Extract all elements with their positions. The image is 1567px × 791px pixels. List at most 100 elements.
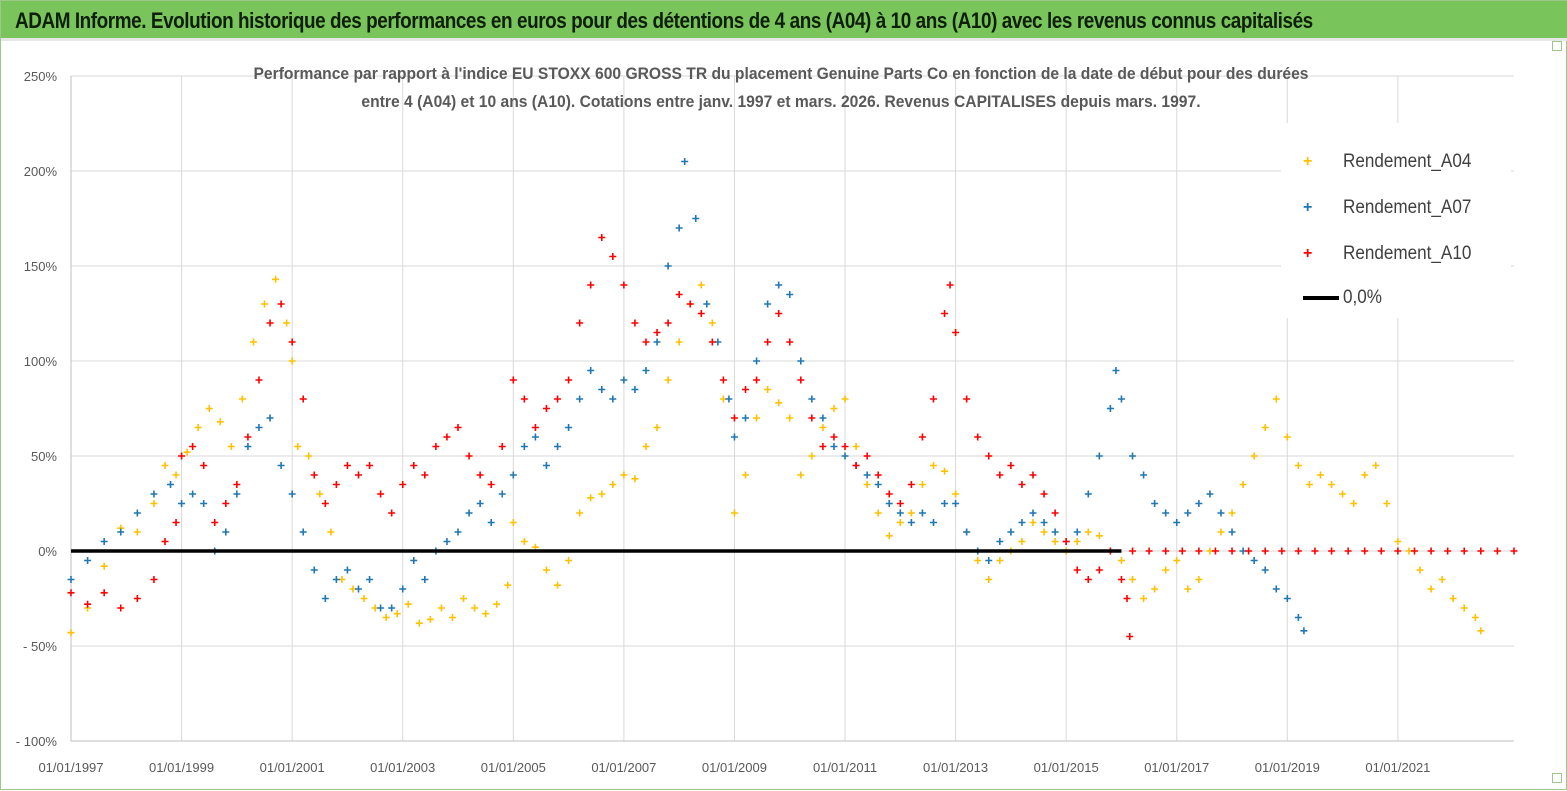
x-tick-label: 01/01/1999 <box>149 760 214 775</box>
x-tick-label: 01/01/2019 <box>1255 760 1320 775</box>
banner-title: ADAM Informe. Evolution historique des p… <box>15 8 1313 33</box>
x-tick-label: 01/01/2005 <box>481 760 546 775</box>
data-point-a10 <box>1228 547 1236 555</box>
data-point-a04 <box>1449 595 1457 602</box>
data-point-a07 <box>576 395 584 403</box>
data-point-a10 <box>554 395 562 403</box>
data-point-a04 <box>504 581 512 589</box>
data-point-a04 <box>1427 585 1435 593</box>
data-point-a07 <box>200 500 208 507</box>
data-point-a07 <box>1173 519 1181 526</box>
data-point-a07 <box>1095 452 1103 460</box>
data-point-a10 <box>476 471 484 479</box>
data-point-a10 <box>1195 547 1203 555</box>
data-point-a10 <box>852 462 860 469</box>
data-point-a10 <box>310 471 318 479</box>
data-point-a10 <box>1178 547 1186 555</box>
data-point-a04 <box>642 443 650 450</box>
data-point-a10 <box>410 462 418 469</box>
data-point-a07 <box>1294 614 1302 621</box>
data-point-a07 <box>786 291 794 298</box>
data-point-a07 <box>874 481 882 488</box>
data-point-a07 <box>255 424 263 431</box>
data-point-a04 <box>587 494 595 502</box>
data-point-a07 <box>598 386 606 393</box>
data-point-a10 <box>1018 481 1026 488</box>
data-point-a07 <box>222 528 230 536</box>
data-point-a04 <box>708 319 716 327</box>
data-point-a07 <box>664 262 672 270</box>
data-point-a10 <box>150 576 158 583</box>
data-point-a10 <box>786 338 794 346</box>
data-point-a04 <box>675 338 683 346</box>
data-point-a07 <box>343 566 351 574</box>
data-point-a10 <box>100 589 108 597</box>
data-point-a04 <box>1305 481 1313 488</box>
data-point-a07 <box>952 500 960 507</box>
data-point-a04 <box>382 614 390 621</box>
data-point-a04 <box>1040 528 1048 536</box>
data-point-a04 <box>565 557 573 564</box>
data-point-a10 <box>200 462 208 469</box>
data-point-a07 <box>498 490 506 498</box>
data-point-a10 <box>653 329 661 336</box>
data-point-a07 <box>542 462 550 469</box>
data-point-a07 <box>703 300 711 308</box>
data-point-a07 <box>321 595 329 602</box>
data-point-a10 <box>399 481 407 488</box>
data-point-a10 <box>1051 509 1059 517</box>
data-point-a07 <box>642 367 650 374</box>
data-point-a07 <box>1018 519 1026 526</box>
data-point-a04 <box>1261 424 1269 431</box>
data-point-a04 <box>664 376 672 384</box>
data-point-a04 <box>482 610 490 618</box>
data-point-a07 <box>178 500 186 507</box>
data-point-a10 <box>841 443 849 450</box>
data-point-a10 <box>277 300 285 308</box>
data-point-a04 <box>542 566 550 574</box>
data-point-a10 <box>620 281 628 289</box>
data-point-a07 <box>189 490 197 498</box>
data-point-a07 <box>133 509 141 517</box>
resize-handle-top <box>1552 41 1562 51</box>
data-point-a07 <box>753 357 761 365</box>
data-point-a04 <box>985 576 993 583</box>
data-point-a04 <box>1477 627 1485 635</box>
legend-marker-a04: + <box>1303 153 1313 170</box>
data-point-a04 <box>775 399 783 407</box>
data-point-a07 <box>332 576 340 583</box>
data-point-a10 <box>211 519 219 526</box>
data-point-a04 <box>863 481 871 488</box>
chart-legend: + Rendement_A04 + Rendement_A07 + Rendem… <box>1281 123 1511 318</box>
data-point-a04 <box>448 614 456 621</box>
data-point-a07 <box>620 376 628 384</box>
x-tick-label: 01/01/2017 <box>1144 760 1209 775</box>
data-point-a10 <box>697 310 705 317</box>
data-point-a07 <box>399 585 407 593</box>
data-point-a10 <box>985 452 993 460</box>
data-point-a04 <box>272 275 280 283</box>
data-point-a10 <box>896 500 904 507</box>
data-point-a07 <box>692 215 700 222</box>
x-tick-label: 01/01/2021 <box>1365 760 1430 775</box>
data-point-a04 <box>1228 509 1236 517</box>
data-point-a10 <box>918 433 926 441</box>
data-point-a10 <box>454 424 462 431</box>
data-point-a04 <box>100 562 108 570</box>
data-point-a07 <box>609 395 617 403</box>
legend-label-a10: Rendement_A10 <box>1343 243 1472 264</box>
data-point-a04 <box>896 519 904 526</box>
data-point-a07 <box>896 509 904 517</box>
data-point-a04 <box>1117 557 1125 564</box>
data-point-a07 <box>565 424 573 431</box>
chart-title-line-1: Performance par rapport à l'indice EU ST… <box>253 64 1309 83</box>
data-point-a04 <box>261 300 269 308</box>
data-point-a07 <box>167 481 175 488</box>
data-point-a10 <box>830 433 838 441</box>
data-point-a04 <box>1195 576 1203 583</box>
data-point-a04 <box>415 619 423 627</box>
data-point-a07 <box>1112 367 1120 374</box>
data-point-a10 <box>1477 547 1485 555</box>
data-point-a07 <box>288 490 296 498</box>
data-point-a07 <box>1073 528 1081 536</box>
